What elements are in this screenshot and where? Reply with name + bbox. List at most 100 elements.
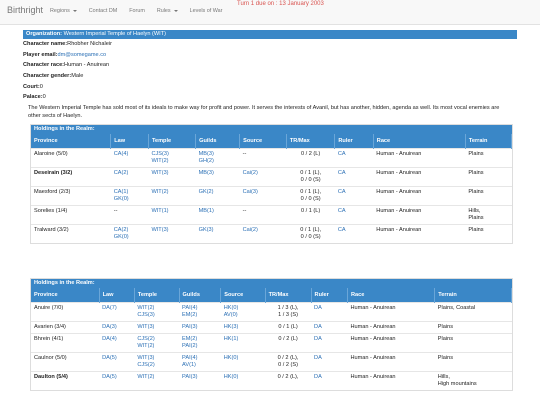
field-label: Character name: (23, 41, 68, 47)
ruler-cell: CA (334, 205, 374, 225)
holding-link[interactable]: HK(0) (223, 305, 239, 311)
holding-link[interactable]: DA(7) (102, 305, 117, 311)
organization-panel: Organization: Western Imperial Temple of… (23, 30, 517, 120)
ruler-link[interactable]: CA (337, 208, 346, 214)
trmax-cell: 0 / 2 (L), 0 / 2 (S) (265, 352, 312, 372)
trmax-value: 0 / 1 (L) (300, 208, 321, 214)
ruler-link[interactable]: CA (337, 189, 346, 195)
terrain-value: Plains (468, 151, 484, 157)
holding-link[interactable]: PAI(2) (182, 343, 198, 349)
holding-link[interactable]: MB(3) (198, 170, 214, 176)
ruler-link[interactable]: CA (337, 151, 346, 157)
holding-link[interactable]: WIT(2) (137, 343, 155, 349)
table-row: Avarien (3/4) DA(3) WIT(3) PAI(3) HK(3) 0 / 1… (31, 321, 512, 334)
guilds-cell: MB(3) GH(2) (195, 148, 240, 168)
trmax-value: 0 / 2 (L) (300, 151, 321, 157)
holding-link[interactable]: PAI(3) (182, 374, 198, 380)
holding-link[interactable]: HK(0) (223, 355, 239, 361)
nav-contact-dm[interactable]: Contact DM (88, 8, 118, 14)
holding-link[interactable]: WIT(2) (137, 305, 155, 311)
guilds-cell: PAI(3) (179, 371, 221, 390)
terrain-value: Plains (468, 227, 484, 233)
ruler-link[interactable]: DA (314, 305, 322, 311)
temple-cell: WIT(3) (148, 167, 196, 187)
nav-levels-of-war[interactable]: Levels of War (189, 8, 223, 14)
holding-link[interactable]: WIT(3) (151, 227, 169, 233)
table-row: Maesford (2/3) CA(1) GK(0) WIT(2) GK(2) Cai(3… (31, 186, 512, 206)
holding-link[interactable]: Cai(3) (242, 189, 258, 195)
holding-link[interactable]: GK(0) (113, 234, 129, 240)
holding-link[interactable]: HK(3) (223, 324, 239, 330)
field-value[interactable]: dm@somegame.co (57, 51, 107, 58)
holding-link[interactable]: CJS(3) (137, 312, 155, 318)
holding-link[interactable]: WIT(2) (137, 374, 155, 380)
ruler-link[interactable]: DA (314, 336, 322, 342)
holding-link[interactable]: AV(0) (223, 312, 238, 318)
holding-link[interactable]: WIT(3) (137, 324, 155, 330)
organization-header: Organization: Western Imperial Temple of… (23, 30, 517, 39)
terrain-value: High mountains (437, 381, 477, 387)
ruler-link[interactable]: DA (314, 355, 322, 361)
holding-link[interactable]: PAI(4) (182, 355, 198, 361)
holding-link[interactable]: CJS(2) (137, 362, 155, 368)
holding-link[interactable]: HK(1) (223, 336, 239, 342)
brand[interactable]: Birthright (7, 5, 44, 15)
nav-rules[interactable]: Rules (157, 8, 178, 14)
holding-link[interactable]: WIT(2) (151, 158, 169, 164)
holding-link[interactable]: PAI(4) (182, 305, 198, 311)
holding-link[interactable]: CA(2) (113, 170, 129, 176)
ruler-link[interactable]: CA (337, 170, 346, 176)
holding-link[interactable]: DA(4) (102, 336, 117, 342)
holding-link[interactable]: DA(5) (102, 355, 117, 361)
holding-link[interactable]: AV(1) (182, 362, 196, 368)
holding-link[interactable]: CA(2) (113, 227, 129, 233)
holding-link[interactable]: CA(1) (113, 189, 129, 195)
holding-link[interactable]: CJS(2) (137, 336, 155, 342)
holding-link[interactable]: GK(2) (198, 189, 214, 195)
guilds-cell: MB(3) (195, 167, 240, 187)
column-header: Guilds (179, 288, 222, 303)
temple-cell: CJS(2) WIT(2) (134, 333, 180, 353)
terrain-value: Plains (437, 336, 453, 342)
source-cell: Cai(2) (239, 167, 287, 187)
nav-regions[interactable]: Regions (50, 8, 77, 14)
race-cell: Human - Anuirean (373, 224, 466, 243)
holding-link[interactable]: CA(4) (113, 151, 129, 157)
holding-link[interactable]: GH(2) (198, 158, 214, 164)
holding-link[interactable]: DA(3) (102, 324, 117, 330)
law-cell: DA(4) (99, 333, 135, 353)
ruler-link[interactable]: DA (314, 324, 322, 330)
trmax-cell: 1 / 3 (L), 1 / 3 (S) (265, 302, 312, 322)
trmax-value: 1 / 3 (L), (277, 305, 299, 311)
terrain-value: Hills, (437, 374, 450, 380)
guilds-cell: PAI(3) (179, 321, 221, 334)
source-cell: -- (239, 205, 287, 225)
table-row: Bhrein (4/1) DA(4) CJS(2) WIT(2) EM(2) PAI(2)… (31, 333, 512, 353)
holding-link: -- (113, 208, 118, 214)
holding-link[interactable]: HK(0) (223, 374, 239, 380)
ruler-link[interactable]: CA (337, 227, 346, 233)
holding-link[interactable]: WIT(3) (151, 170, 169, 176)
province-cell: Deseirain (3/2) (31, 167, 111, 187)
holding-link[interactable]: Cai(2) (242, 227, 258, 233)
holding-link[interactable]: EM(2) (182, 336, 198, 342)
holding-link[interactable]: Cai(2) (242, 170, 258, 176)
holding-link[interactable]: DA(5) (102, 374, 117, 380)
law-cell: DA(5) (99, 352, 135, 372)
ruler-link[interactable]: DA (314, 374, 322, 380)
holding-link[interactable]: WIT(3) (137, 355, 155, 361)
holding-link[interactable]: MB(1) (198, 208, 214, 214)
trmax-value: 0 / 2 (L), (277, 355, 299, 361)
holding-link[interactable]: WIT(1) (151, 208, 169, 214)
holding-link[interactable]: GK(0) (113, 196, 129, 202)
table-row: Tralward (3/2) CA(2) GK(0) WIT(3) GK(3) Cai(2… (31, 224, 512, 243)
holding-link[interactable]: CJS(3) (151, 151, 169, 157)
holding-link[interactable]: WIT(2) (151, 189, 169, 195)
holding-link[interactable]: EM(2) (182, 312, 198, 318)
holding-link[interactable]: PAI(3) (182, 324, 198, 330)
holding-link[interactable]: MB(3) (198, 151, 214, 157)
source-cell: Cai(3) (239, 186, 287, 206)
nav-forum[interactable]: Forum (129, 8, 145, 14)
trmax-value: 0 / 0 (S) (300, 196, 321, 202)
holding-link[interactable]: GK(3) (198, 227, 214, 233)
